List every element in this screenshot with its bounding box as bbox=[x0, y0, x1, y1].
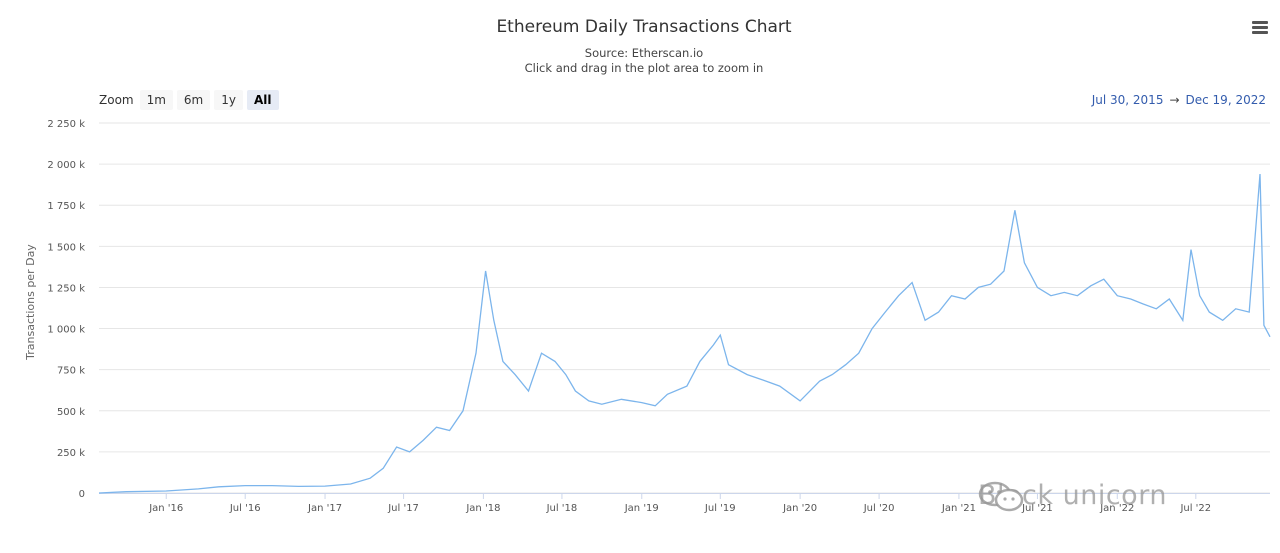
y-tick-label: 0 bbox=[79, 489, 85, 500]
chart-title: Ethereum Daily Transactions Chart bbox=[496, 17, 792, 37]
y-tick-label: 2 250 k bbox=[47, 119, 85, 130]
x-tick-label: Jan '21 bbox=[941, 503, 976, 514]
date-range-selector: Jul 30, 2015 → Dec 19, 2022 bbox=[1092, 93, 1266, 107]
x-tick-label: Jul '19 bbox=[704, 503, 736, 514]
zoom-button-1y[interactable]: 1y bbox=[214, 90, 243, 110]
zoom-selector: Zoom 1m 6m 1y All bbox=[99, 90, 283, 110]
y-tick-label: 2 000 k bbox=[47, 160, 85, 171]
gridlines bbox=[99, 122, 1270, 494]
x-tick-label: Jan '17 bbox=[307, 503, 342, 514]
x-tick-label: Jul '21 bbox=[1021, 503, 1053, 514]
x-tick-label: Jan '16 bbox=[148, 503, 183, 514]
range-from-input[interactable]: Jul 30, 2015 bbox=[1091, 93, 1164, 107]
y-axis-ticks: 0 250 k 500 k 750 k 1 000 k 1 250 k 1 500 k 1 7… bbox=[47, 119, 85, 500]
x-tick-label: Jan '20 bbox=[782, 503, 817, 514]
y-axis-label: Transactions per Day bbox=[24, 244, 37, 361]
chat-bubbles-icon bbox=[978, 481, 1024, 512]
y-tick-label: 250 k bbox=[57, 448, 85, 459]
range-to-input[interactable]: Dec 19, 2022 bbox=[1185, 93, 1266, 107]
zoom-button-6m[interactable]: 6m bbox=[176, 90, 211, 110]
y-tick-label: 1 500 k bbox=[47, 242, 85, 253]
range-arrow-icon: → bbox=[1169, 93, 1180, 107]
x-tick-label: Jan '18 bbox=[465, 503, 500, 514]
x-tick-label: Jul '18 bbox=[546, 503, 578, 514]
hamburger-menu-icon[interactable] bbox=[1252, 21, 1268, 35]
y-tick-label: 500 k bbox=[57, 407, 85, 418]
x-tick-label: Jul '22 bbox=[1179, 503, 1211, 514]
x-tick-label: Jul '20 bbox=[863, 503, 895, 514]
series-line-transactions bbox=[98, 173, 1271, 494]
watermark: Block unicorn bbox=[978, 480, 1167, 512]
y-tick-label: 750 k bbox=[57, 366, 85, 377]
x-tick-label: Jan '19 bbox=[624, 503, 659, 514]
chart-subtitle-hint: Click and drag in the plot area to zoom … bbox=[524, 61, 764, 75]
chart-subtitle-source: Source: Etherscan.io bbox=[584, 46, 704, 60]
y-tick-label: 1 000 k bbox=[47, 325, 85, 336]
x-axis-ticks: Jan '16 Jul '16 Jan '17 Jul '17 Jan '18 Jul '… bbox=[148, 493, 1211, 514]
y-tick-label: 1 750 k bbox=[47, 201, 85, 212]
zoom-button-all[interactable]: All bbox=[247, 90, 279, 110]
x-tick-label: Jan '22 bbox=[1099, 503, 1134, 514]
x-tick-label: Jul '17 bbox=[387, 503, 419, 514]
zoom-label: Zoom bbox=[99, 93, 134, 107]
zoom-button-1m[interactable]: 1m bbox=[139, 90, 173, 110]
x-tick-label: Jul '16 bbox=[229, 503, 261, 514]
y-tick-label: 1 250 k bbox=[47, 283, 85, 294]
